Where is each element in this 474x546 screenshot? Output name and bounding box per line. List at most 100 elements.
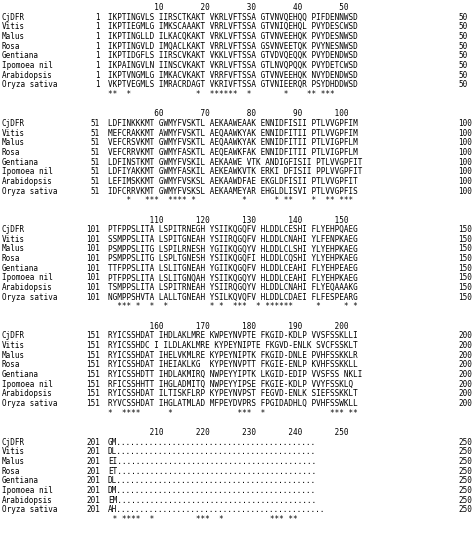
Text: 151: 151 [86,380,100,389]
Text: 50: 50 [458,80,467,89]
Text: 1: 1 [95,70,100,80]
Text: 200: 200 [458,389,472,399]
Text: Vitis: Vitis [2,22,25,31]
Text: 200: 200 [458,331,472,341]
Text: 50: 50 [458,70,467,80]
Text: Oryza sativa: Oryza sativa [2,80,57,89]
Text: 151: 151 [86,331,100,341]
Text: GM...........................................: GM......................................… [108,438,316,447]
Text: Oryza sativa: Oryza sativa [2,293,57,302]
Text: Oryza sativa: Oryza sativa [2,506,57,514]
Text: Oryza sativa: Oryza sativa [2,399,57,408]
Text: 101: 101 [86,283,100,292]
Text: *  ****      *              ***  *              *** **: * **** * *** * *** ** [108,409,358,418]
Text: CjDFR: CjDFR [2,438,25,447]
Text: 50: 50 [458,41,467,51]
Text: Malus: Malus [2,351,25,360]
Text: IKPTINGVLD IMQACLKAKT VRRLVFTSSA GSVNVEETQK PVYNESNWSD: IKPTINGVLD IMQACLKAKT VRRLVFTSSA GSVNVEE… [108,41,358,51]
Text: RYICSSHDAT IHEIAKLKG  KYPEYNVPTT FKGIE-ENLP KVHFSSKKLL: RYICSSHDAT IHEIAKLKG KYPEYNVPTT FKGIE-EN… [108,360,358,370]
Text: 60        70        80        90       100: 60 70 80 90 100 [108,109,348,118]
Text: 201: 201 [86,496,100,505]
Text: 201: 201 [86,506,100,514]
Text: 51: 51 [91,177,100,186]
Text: Arabidopsis: Arabidopsis [2,283,53,292]
Text: 150: 150 [458,235,472,244]
Text: 200: 200 [458,380,472,389]
Text: AH.............................................: AH......................................… [108,506,325,514]
Text: RYICSSHDAT IHELVKMLRE KYPEYNIPTK FKGID-DNLE PVHFSSKKLR: RYICSSHDAT IHELVKMLRE KYPEYNIPTK FKGID-D… [108,351,358,360]
Text: Rosa: Rosa [2,360,20,370]
Text: 100: 100 [458,177,472,186]
Text: 250: 250 [458,467,472,476]
Text: 1: 1 [95,51,100,60]
Text: SSMPPSLITA LSPITGNEAH YSIIRQGQFV HLDDLCNAHI YLFENPKAEG: SSMPPSLITA LSPITGNEAH YSIIRQGQFV HLDDLCN… [108,235,358,244]
Text: 101: 101 [86,235,100,244]
Text: 101: 101 [86,254,100,263]
Text: 1: 1 [95,41,100,51]
Text: Gentiana: Gentiana [2,51,39,60]
Text: 51: 51 [91,138,100,147]
Text: 151: 151 [86,399,100,408]
Text: DL...........................................: DL......................................… [108,447,316,456]
Text: 101: 101 [86,264,100,273]
Text: 100: 100 [458,138,472,147]
Text: 200: 200 [458,399,472,408]
Text: Gentiana: Gentiana [2,370,39,379]
Text: 250: 250 [458,457,472,466]
Text: 201: 201 [86,457,100,466]
Text: 100: 100 [458,119,472,128]
Text: 1: 1 [95,80,100,89]
Text: 50: 50 [458,22,467,31]
Text: 100: 100 [458,167,472,176]
Text: DM...........................................: DM......................................… [108,486,316,495]
Text: 50: 50 [458,13,467,21]
Text: Arabidopsis: Arabidopsis [2,70,53,80]
Text: 150: 150 [458,283,472,292]
Text: VEFCRRVKMT GWMYFASKTL AEQEAWKFAK ENNIDFITII PTLVIGPFLM: VEFCRRVKMT GWMYFASKTL AEQEAWKFAK ENNIDFI… [108,148,358,157]
Text: Ipomoea nil: Ipomoea nil [2,380,53,389]
Text: Oryza sativa: Oryza sativa [2,187,57,195]
Text: RYICSSHDC I ILDLAKLMRE KYPEYNIPTE FKGVD-ENLK SVCFSSKLT: RYICSSHDC I ILDLAKLMRE KYPEYNIPTE FKGVD-… [108,341,358,350]
Text: CjDFR: CjDFR [2,119,25,128]
Text: Malus: Malus [2,138,25,147]
Text: IKPTINGLLD ILKACQKAKT VRKLVFTSSA GTVNVEEHQK PVYDESNWSD: IKPTINGLLD ILKACQKAKT VRKLVFTSSA GTVNVEE… [108,32,358,41]
Text: Vitis: Vitis [2,447,25,456]
Text: 51: 51 [91,128,100,138]
Text: NGMPPSHVTA LALLTGNEAH YSILKQVQFV HLDDLCDAEI FLFESPEARG: NGMPPSHVTA LALLTGNEAH YSILKQVQFV HLDDLCD… [108,293,358,302]
Text: Ipomoea nil: Ipomoea nil [2,274,53,282]
Text: 100: 100 [458,187,472,195]
Text: RFICSSHHTT IHGLADMITQ NWPEYYIPSE FKGIE-KDLP VVYFSSKLQ: RFICSSHHTT IHGLADMITQ NWPEYYIPSE FKGIE-K… [108,380,353,389]
Text: Vitis: Vitis [2,341,25,350]
Text: 101: 101 [86,245,100,253]
Text: Rosa: Rosa [2,41,20,51]
Text: * ****  *         ***  *          *** **: * **** * *** * *** ** [108,515,298,524]
Text: 50: 50 [458,61,467,70]
Text: Ipomoea nil: Ipomoea nil [2,486,53,495]
Text: Ipomoea nil: Ipomoea nil [2,167,53,176]
Text: 51: 51 [91,157,100,167]
Text: 1: 1 [95,22,100,31]
Text: 201: 201 [86,467,100,476]
Text: IKPTVNGMLG IMKACVKAKT VRRFVFTSSA GTVNVEEHQK NVYDENDWSD: IKPTVNGMLG IMKACVKAKT VRRFVFTSSA GTVNVEE… [108,70,358,80]
Text: 250: 250 [458,438,472,447]
Text: Gentiana: Gentiana [2,264,39,273]
Text: Rosa: Rosa [2,148,20,157]
Text: 150: 150 [458,293,472,302]
Text: Vitis: Vitis [2,128,25,138]
Text: 50: 50 [458,51,467,60]
Text: *   ***  **** *          *      * **    *  ** ***: * *** **** * * * ** * ** *** [108,196,353,205]
Text: 151: 151 [86,370,100,379]
Text: 201: 201 [86,438,100,447]
Text: Arabidopsis: Arabidopsis [2,389,53,399]
Text: 150: 150 [458,274,472,282]
Text: VEFCRSVKMT GWMYFVSKTL AEQAAWKYAK ENNIDFITII PTLVIGPFLM: VEFCRSVKMT GWMYFVSKTL AEQAAWKYAK ENNIDFI… [108,138,358,147]
Text: 201: 201 [86,477,100,485]
Text: *** *  *  *         * *  ***  * ******     *     * *: *** * * * * * *** * ****** * * * [108,302,358,311]
Text: PSMPPSLITG LSPILRNESH YGIIKQGQYV HLDDLCLSHI YLYEHPKAEG: PSMPPSLITG LSPILRNESH YGIIKQGQYV HLDDLCL… [108,245,358,253]
Text: 51: 51 [91,148,100,157]
Text: 101: 101 [86,274,100,282]
Text: 110       120       130       140       150: 110 120 130 140 150 [108,216,348,224]
Text: 100: 100 [458,148,472,157]
Text: 150: 150 [458,245,472,253]
Text: 250: 250 [458,496,472,505]
